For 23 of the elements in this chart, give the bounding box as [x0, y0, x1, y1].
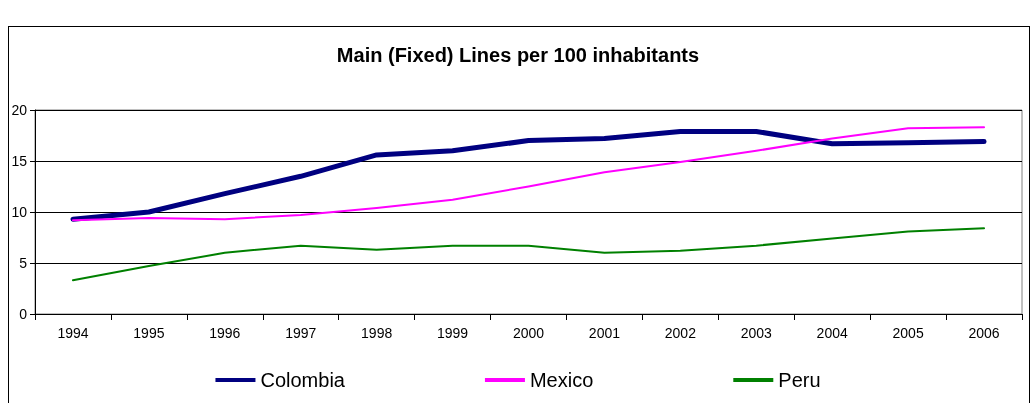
y-tick-label: 15 [11, 153, 28, 169]
y-tick-label: 0 [19, 306, 28, 322]
x-tick-label: 1994 [57, 325, 89, 341]
x-tick-label: 1997 [285, 325, 317, 341]
x-tick-label: 1999 [437, 325, 469, 341]
y-tick-label: 20 [11, 102, 28, 118]
x-tick-label: 2001 [588, 325, 621, 341]
legend-label: Peru [778, 369, 821, 391]
x-tick-label: 2002 [664, 325, 697, 341]
legend-label: Mexico [529, 369, 594, 391]
x-tick-label: 1995 [133, 325, 165, 341]
x-tick-label: 1996 [209, 325, 241, 341]
y-tick-label: 10 [11, 204, 28, 220]
chart-title: Main (Fixed) Lines per 100 inhabitants [336, 44, 700, 66]
x-tick-label: 2003 [740, 325, 773, 341]
x-tick-label: 2004 [816, 325, 848, 341]
x-tick-label: 2006 [968, 325, 1000, 341]
x-tick-label: 2005 [892, 325, 924, 341]
y-tick-label: 5 [19, 255, 28, 271]
legend-label: Colombia [260, 369, 346, 391]
x-tick-label: 2000 [512, 325, 545, 341]
line-series [71, 227, 986, 282]
x-tick-label: 1998 [361, 325, 393, 341]
